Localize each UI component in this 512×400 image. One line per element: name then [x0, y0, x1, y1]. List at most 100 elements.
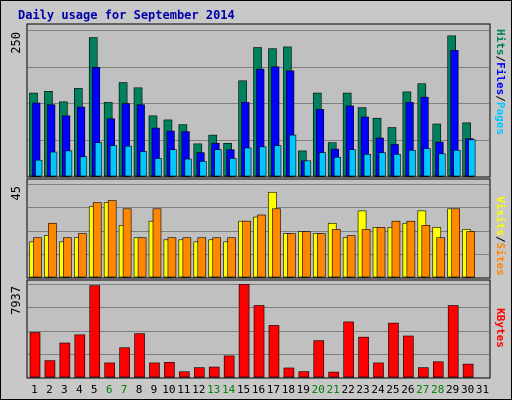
bar-kbytes	[298, 371, 310, 378]
x-tick-label: 12	[192, 383, 205, 396]
bar-sites	[227, 237, 236, 278]
bar-kbytes	[388, 322, 399, 378]
bar-pages	[214, 149, 222, 177]
bar-sites	[212, 237, 222, 278]
bar-kbytes	[373, 362, 384, 378]
bar-sites	[361, 229, 371, 278]
bar-sites	[167, 237, 177, 278]
bar-pages	[65, 150, 73, 177]
bar-kbytes	[328, 371, 340, 378]
bar-kbytes	[74, 334, 86, 378]
bar-kbytes	[164, 362, 175, 378]
bar-pages	[124, 145, 132, 177]
bar-kbytes	[447, 305, 459, 378]
chart-title: Daily usage for September 2014	[18, 8, 235, 22]
bar-pages	[154, 158, 162, 177]
x-tick-label: 31	[476, 383, 489, 396]
bar-sites	[78, 233, 87, 278]
x-tick-label: 8	[136, 383, 143, 396]
bar-pages	[229, 158, 237, 177]
bar-sites	[287, 233, 296, 278]
bar-sites	[406, 220, 416, 278]
bar-kbytes	[462, 363, 474, 378]
bar-kbytes	[119, 347, 130, 378]
x-tick-label: 13	[207, 383, 220, 396]
bar-pages	[244, 147, 252, 177]
bar-sites	[107, 200, 117, 278]
x-tick-label: 11	[177, 383, 190, 396]
bar-pages	[259, 146, 267, 177]
x-tick-label: 26	[401, 383, 414, 396]
legend-entry: Pages	[494, 102, 507, 135]
x-tick-label: 30	[461, 383, 474, 396]
bar-pages	[199, 161, 207, 177]
y-max-label: 45	[9, 186, 23, 200]
x-tick-label: 14	[222, 383, 236, 396]
bar-sites	[272, 208, 281, 278]
bar-sites	[302, 231, 311, 278]
bar-sites	[63, 237, 72, 278]
bar-kbytes	[29, 332, 41, 378]
bar-pages	[80, 156, 88, 177]
bar-kbytes	[193, 367, 205, 378]
bar-kbytes	[104, 362, 115, 378]
bar-pages	[363, 154, 371, 177]
bar-kbytes	[44, 360, 56, 378]
bar-pages	[378, 152, 386, 177]
bar-kbytes	[313, 340, 325, 378]
x-tick-label: 15	[237, 383, 250, 396]
bar-sites	[182, 237, 192, 278]
x-tick-label: 22	[341, 383, 354, 396]
bar-pages	[304, 160, 312, 177]
bar-pages	[438, 153, 446, 177]
x-tick-label: 29	[446, 383, 459, 396]
x-tick-label: 23	[356, 383, 369, 396]
y-max-label: 250	[9, 32, 23, 54]
bar-sites	[152, 208, 162, 278]
x-tick-label: 9	[151, 383, 158, 396]
bar-pages	[408, 150, 416, 177]
x-tick-label: 24	[371, 383, 385, 396]
legend-entry: Files	[494, 62, 507, 95]
bar-sites	[92, 202, 102, 278]
bar-kbytes	[223, 355, 235, 378]
bar-pages	[50, 151, 58, 177]
x-tick-label: 2	[46, 383, 53, 396]
x-tick-label: 18	[282, 383, 295, 396]
bar-kbytes	[179, 371, 190, 378]
bar-kbytes	[418, 367, 429, 378]
bar-pages	[393, 154, 401, 177]
legend-entry: /	[494, 56, 507, 63]
bar-sites	[436, 237, 446, 278]
x-tick-label: 17	[267, 383, 280, 396]
bar-kbytes	[253, 305, 265, 378]
x-tick-label: 6	[106, 383, 113, 396]
x-tick-label: 7	[121, 383, 128, 396]
bar-pages	[274, 145, 282, 177]
bar-pages	[184, 158, 192, 177]
legend-entry: Hits	[494, 29, 507, 56]
legend-entry: Visits	[494, 196, 507, 236]
x-tick-label: 4	[76, 383, 83, 396]
bar-sites	[346, 235, 356, 278]
bar-kbytes	[432, 361, 444, 378]
x-tick-label: 5	[91, 383, 98, 396]
x-tick-label: 27	[416, 383, 429, 396]
bar-kbytes	[208, 366, 220, 378]
bar-sites	[197, 237, 207, 278]
bar-pages	[35, 159, 43, 177]
legend-kbytes: KBytes	[494, 308, 507, 348]
bar-sites	[331, 229, 341, 278]
bar-pages	[289, 134, 297, 177]
bar-sites	[316, 233, 326, 278]
bar-sites	[466, 231, 475, 278]
y-max-label: 7937	[9, 286, 23, 315]
bar-sites	[122, 208, 132, 278]
bar-sites	[391, 220, 401, 278]
legend-entry: Sites	[494, 243, 507, 276]
bar-kbytes	[59, 342, 71, 378]
bar-kbytes	[283, 367, 295, 378]
x-tick-label: 1	[31, 383, 38, 396]
legend-entry: KBytes	[494, 308, 507, 348]
bar-kbytes	[358, 336, 369, 378]
